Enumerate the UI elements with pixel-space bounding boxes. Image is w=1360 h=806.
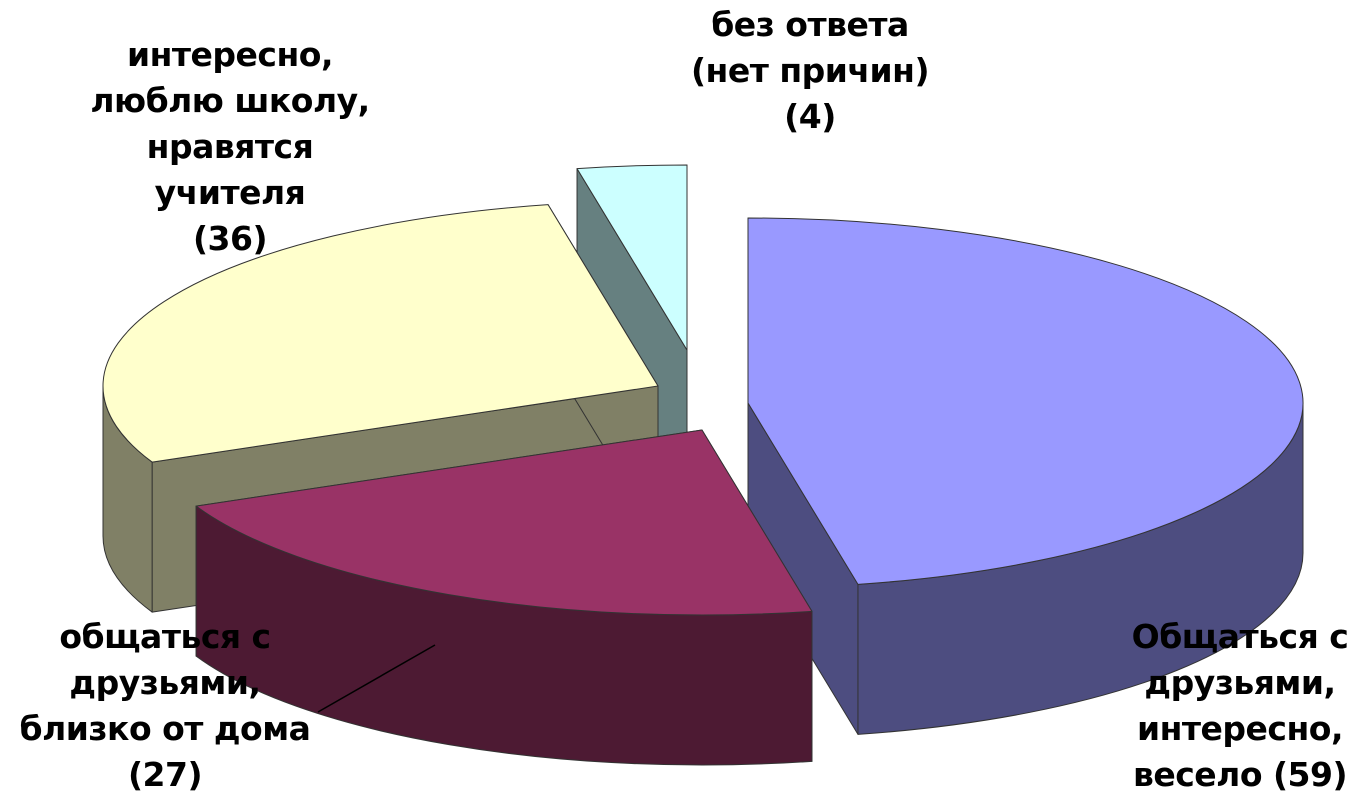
label-slice-4: без ответа (нет причин) (4) <box>690 5 930 136</box>
pie-slice-4 <box>576 164 688 501</box>
label-slice-2: общаться с друзьями, близко от дома (27) <box>19 617 311 794</box>
label-slice-3: интересно, люблю школу, нравятся учителя… <box>90 35 370 258</box>
pie-slice-1 <box>747 217 1304 735</box>
slice-2-top <box>195 429 813 616</box>
leader-line <box>317 644 436 713</box>
slice-4-top <box>576 164 688 351</box>
pie-slices <box>102 164 1304 766</box>
pie-slice-2 <box>195 429 813 766</box>
slice-1-top <box>747 217 1304 585</box>
slice-3-top <box>102 204 659 463</box>
label-slice-1: Общаться с друзьями, интересно, весело (… <box>1131 617 1349 794</box>
